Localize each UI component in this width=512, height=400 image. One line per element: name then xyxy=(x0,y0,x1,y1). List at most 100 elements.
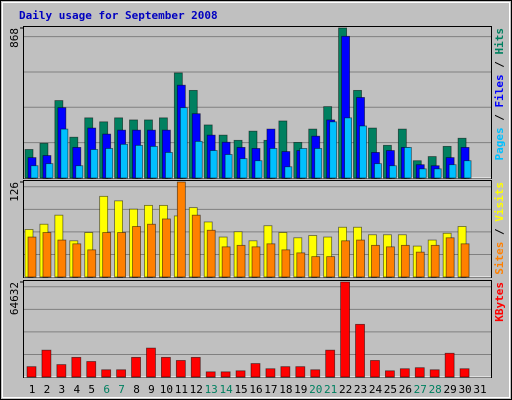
legend-entry: Hits xyxy=(493,28,506,55)
bar xyxy=(206,229,216,278)
bar xyxy=(403,147,412,179)
bar xyxy=(370,360,380,378)
bar xyxy=(235,370,246,378)
bar xyxy=(295,366,306,378)
bar xyxy=(266,243,276,278)
bar xyxy=(150,145,158,179)
x-tick-label: 7 xyxy=(118,383,125,396)
bar xyxy=(429,369,440,378)
x-tick-label: 31 xyxy=(473,383,486,396)
bar xyxy=(433,168,442,179)
bar xyxy=(310,369,321,378)
bar xyxy=(281,249,291,278)
plot-area xyxy=(23,280,492,378)
x-tick-label: 28 xyxy=(429,383,442,396)
bar xyxy=(385,246,395,278)
bar xyxy=(359,125,367,179)
bar xyxy=(175,360,186,378)
bar xyxy=(269,148,278,179)
bar xyxy=(399,368,410,378)
bar xyxy=(164,152,173,179)
y-tick-label: 64632 xyxy=(8,282,21,315)
bar xyxy=(220,371,231,378)
legend-separator: / xyxy=(493,222,506,242)
bar xyxy=(209,150,218,179)
bar xyxy=(448,164,457,179)
y-tick-label: 868 xyxy=(8,28,21,48)
x-tick-label: 6 xyxy=(103,383,110,396)
bar xyxy=(42,232,52,278)
x-tick-label: 9 xyxy=(148,383,155,396)
x-tick-label: 19 xyxy=(294,383,307,396)
x-tick-label: 1 xyxy=(29,383,36,396)
bar xyxy=(430,244,440,278)
bar xyxy=(224,154,233,179)
x-tick-label: 26 xyxy=(399,383,412,396)
bar xyxy=(26,366,37,378)
bar xyxy=(191,214,201,278)
bar xyxy=(314,148,323,179)
bar xyxy=(459,368,470,378)
bar xyxy=(27,236,37,278)
bar xyxy=(57,239,67,278)
legend-separator: / xyxy=(493,108,506,128)
bar xyxy=(444,352,455,378)
bar xyxy=(135,144,143,179)
x-tick-label: 5 xyxy=(88,383,95,396)
x-tick-label: 4 xyxy=(73,383,80,396)
bar xyxy=(190,356,201,378)
bar xyxy=(326,256,336,278)
x-tick-label: 20 xyxy=(309,383,322,396)
legend-entry: Files xyxy=(493,74,506,107)
x-tick-label: 22 xyxy=(339,383,352,396)
bar xyxy=(71,356,82,378)
chart-title: Daily usage for September 2008 xyxy=(19,9,218,22)
legend-entry: Sites xyxy=(493,242,506,275)
x-tick-label: 12 xyxy=(190,383,203,396)
bar xyxy=(179,107,188,179)
x-tick-label: 14 xyxy=(220,383,234,396)
y-tick-label: 126 xyxy=(8,182,21,202)
bar xyxy=(72,243,82,278)
bar xyxy=(460,243,470,278)
bar xyxy=(296,252,306,278)
bar xyxy=(415,251,425,278)
bar xyxy=(132,226,141,278)
x-tick-label: 3 xyxy=(59,383,66,396)
x-tick-label: 17 xyxy=(264,383,277,396)
legend: Pages / Files / Hits xyxy=(493,28,506,161)
legend-entry: Pages xyxy=(493,127,506,160)
bar xyxy=(146,347,156,378)
bar xyxy=(160,356,171,378)
bar xyxy=(355,323,365,378)
bar xyxy=(463,160,472,179)
bar xyxy=(414,367,425,378)
bar xyxy=(239,158,248,179)
bar xyxy=(344,117,353,179)
bar xyxy=(86,361,97,378)
bar xyxy=(105,148,114,179)
x-tick-label: 25 xyxy=(384,383,397,396)
x-tick-label: 16 xyxy=(249,383,262,396)
bar xyxy=(299,148,308,179)
bar xyxy=(205,371,216,378)
bar xyxy=(311,256,321,278)
x-tick-label: 30 xyxy=(458,383,471,396)
bar xyxy=(374,163,382,179)
bar xyxy=(194,140,203,179)
bar xyxy=(75,165,84,179)
bar xyxy=(117,232,126,278)
bar xyxy=(131,356,141,378)
bar xyxy=(341,240,351,278)
bar xyxy=(41,349,52,378)
bar xyxy=(280,366,291,378)
bar xyxy=(45,163,54,179)
bar xyxy=(325,349,336,378)
bar xyxy=(56,364,67,378)
legend-entry: KBytes xyxy=(493,282,506,322)
bar xyxy=(60,128,69,179)
x-tick-label: 13 xyxy=(205,383,218,396)
legend: KBytes xyxy=(493,282,506,322)
